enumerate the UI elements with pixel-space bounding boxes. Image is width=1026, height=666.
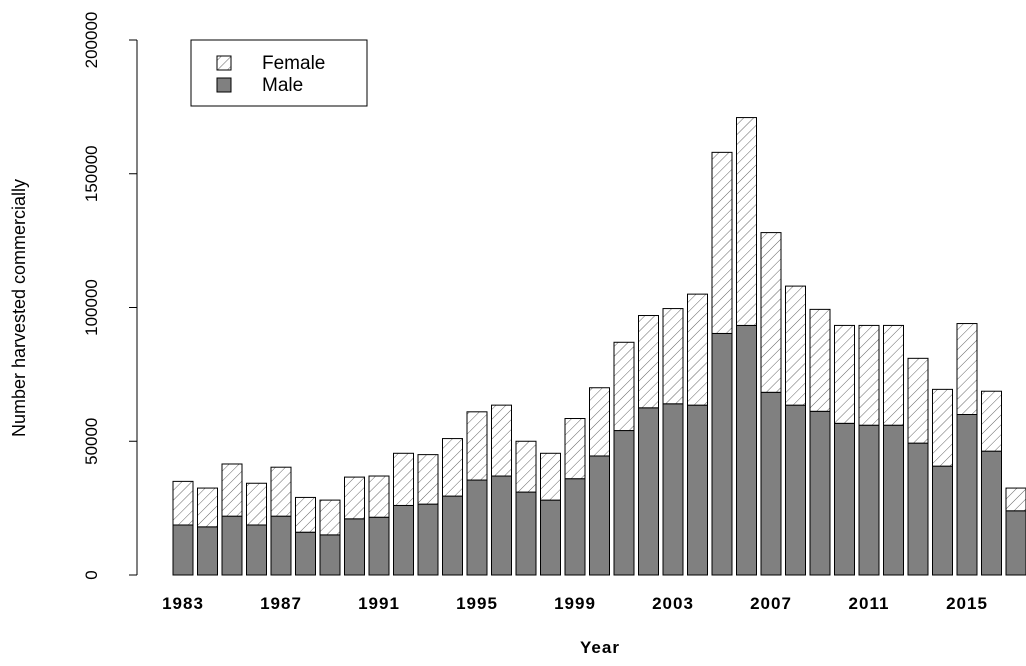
bar-segment (907, 442, 929, 576)
bar-segment (368, 516, 390, 576)
bar-segment (466, 479, 488, 576)
bar-segment (442, 438, 463, 497)
bar-segment (638, 407, 659, 576)
bar-segment (687, 293, 708, 406)
bar-segment (246, 482, 267, 526)
bar-segment (613, 341, 635, 432)
legend-swatch (216, 77, 232, 93)
bar-segment (858, 324, 880, 426)
bar-segment (515, 491, 537, 576)
x-tick-label: 2007 (750, 594, 792, 613)
bar-segment (319, 534, 341, 576)
bar-segment (1005, 487, 1026, 512)
bar-segment (638, 315, 659, 409)
bar-segment (858, 424, 880, 576)
bar-segment (589, 455, 610, 576)
bar-segment (662, 403, 684, 576)
bar-segment (785, 404, 806, 576)
bar-segment (760, 391, 782, 576)
bar-segment (270, 466, 292, 517)
bar-segment (589, 387, 610, 457)
bar-segment (221, 463, 243, 517)
y-axis-label: Number harvested commercially (9, 179, 29, 437)
bar-segment (319, 499, 341, 536)
y-tick-label: 150000 (82, 145, 101, 202)
bar-segment (932, 465, 953, 576)
bar-segment (834, 422, 855, 576)
bar-segment (172, 480, 194, 526)
legend-box (190, 39, 368, 107)
bar-segment (1005, 510, 1026, 576)
bar-segment (687, 404, 708, 576)
bar-segment (736, 117, 757, 326)
bar-segment (785, 285, 806, 406)
legend-label: Male (262, 75, 303, 96)
bar-segment (907, 357, 929, 444)
bar-segment (956, 323, 978, 415)
legend-swatch (216, 55, 232, 71)
y-tick-label: 50000 (82, 418, 101, 465)
bar-segment (417, 454, 439, 505)
bar-segment (172, 524, 194, 576)
bar-segment (466, 411, 488, 481)
bar-segment (491, 475, 512, 576)
bar-segment (540, 499, 561, 576)
bar-segment (564, 418, 586, 480)
bar-segment (270, 515, 292, 576)
bar-segment (711, 151, 733, 334)
bar-segment (417, 503, 439, 576)
x-tick-label: 1991 (358, 594, 400, 613)
bar-segment (442, 495, 463, 576)
bar-segment (515, 440, 537, 493)
bar-segment (711, 332, 733, 576)
bar-segment (613, 430, 635, 576)
x-tick-label: 2015 (946, 594, 988, 613)
x-tick-label: 1983 (162, 594, 204, 613)
bar-segment (564, 478, 586, 576)
bar-segment (540, 452, 561, 501)
x-tick-label: 2011 (849, 594, 890, 613)
bar-segment (197, 526, 218, 576)
bar-segment (344, 518, 365, 576)
bar-segment (956, 414, 978, 576)
y-tick-label: 200000 (82, 12, 101, 69)
legend-label: Female (262, 53, 325, 74)
bar-segment (809, 410, 831, 576)
x-tick-label: 2003 (652, 594, 694, 613)
bar-segment (981, 390, 1002, 452)
bar-segment (883, 424, 904, 576)
bar-segment (344, 476, 365, 520)
bar-segment (197, 487, 218, 528)
bar-segment (736, 324, 757, 576)
y-tick-label: 0 (82, 570, 101, 579)
bar-segment (981, 450, 1002, 576)
bar-segment (295, 496, 316, 533)
x-tick-label: 1999 (554, 594, 596, 613)
bar-segment (393, 504, 414, 576)
bar-segment (883, 324, 904, 426)
bar-segment (393, 452, 414, 506)
bar-segment (221, 515, 243, 576)
y-tick-label: 100000 (82, 279, 101, 336)
bar-segment (295, 531, 316, 576)
bar-segment (834, 324, 855, 424)
bar-segment (368, 475, 390, 518)
bar-segment (760, 232, 782, 393)
x-tick-label: 1995 (456, 594, 498, 613)
x-axis-label: Year (580, 638, 620, 657)
bar-segment (932, 388, 953, 467)
x-tick-label: 1987 (260, 594, 302, 613)
bar-segment (809, 308, 831, 412)
bar-segment (246, 524, 267, 576)
bar-segment (491, 404, 512, 477)
bar-segment (662, 308, 684, 405)
